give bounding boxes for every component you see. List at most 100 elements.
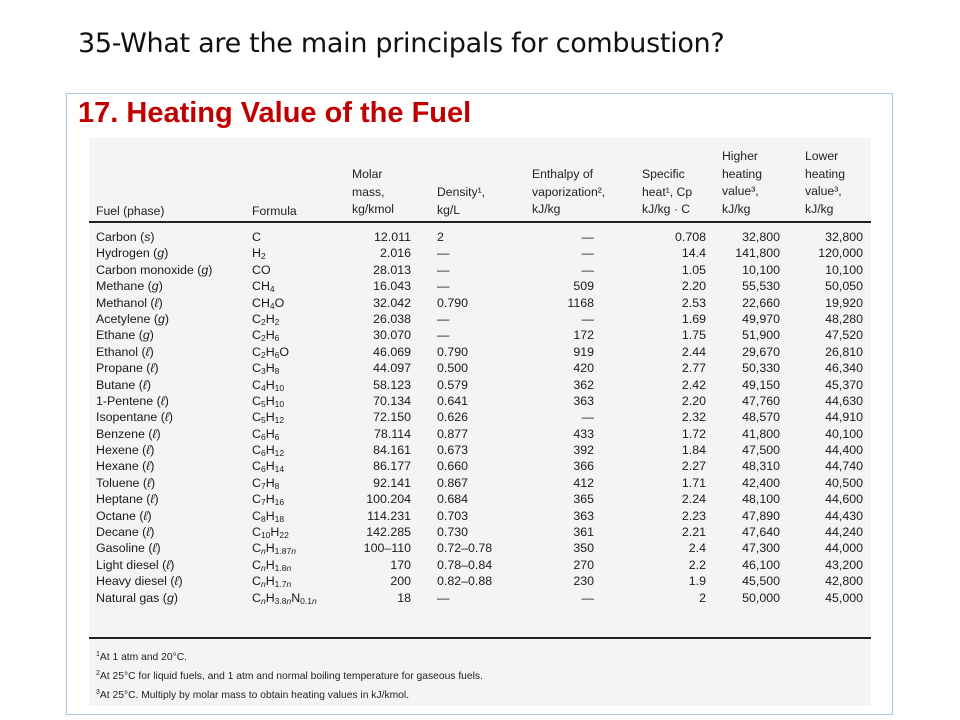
heating-value-table: Fuel (phase) Formula Molar mass, kg/kmol…: [89, 138, 871, 706]
cell-molar: 32.042: [373, 295, 411, 310]
cell-hhv: 51,900: [742, 328, 780, 343]
cell-molar: 84.161: [373, 443, 411, 458]
cell-lhv: 44,740: [825, 459, 863, 474]
table-row: Hydrogen (g) H2 2.016 — — 14.4 141,800 120,000: [89, 245, 871, 261]
cell-hhv: 47,500: [742, 443, 780, 458]
cell-formula: CH4: [252, 279, 275, 295]
cell-lhv: 40,500: [825, 475, 863, 490]
cell-fuel: Decane (ℓ): [96, 525, 155, 540]
cell-density: 0.730: [437, 525, 469, 540]
cell-hhv: 141,800: [735, 246, 780, 261]
cell-fuel: Heavy diesel (ℓ): [96, 574, 183, 589]
cell-fuel: Ethane (g): [96, 328, 154, 343]
cell-cp: 1.9: [688, 574, 706, 589]
cell-hhv: 45,500: [742, 574, 780, 589]
cell-molar: 46.069: [373, 344, 411, 359]
table-row: Propane (ℓ) C3H8 44.097 0.500 420 2.77 50,330 4…: [89, 360, 871, 376]
cell-formula: C10H22: [252, 525, 289, 541]
cell-formula: C2H6: [252, 328, 280, 344]
table-row: Ethanol (ℓ) C2H6O 46.069 0.790 919 2.44 29,670…: [89, 344, 871, 360]
cell-hhv: 41,800: [742, 426, 780, 441]
cell-lhv: 44,240: [825, 525, 863, 540]
cell-formula: CnH3.8nN0.1n: [252, 590, 317, 606]
cell-density: 0.579: [437, 377, 469, 392]
cell-hhv: 46,100: [742, 557, 780, 572]
cell-lhv: 26,810: [825, 344, 863, 359]
cell-cp: 2.32: [681, 410, 706, 425]
cell-formula: CH4O: [252, 295, 285, 311]
cell-density: —: [437, 590, 450, 605]
cell-fuel: Butane (ℓ): [96, 377, 151, 392]
cell-cp: 0.708: [674, 230, 706, 244]
cell-fuel: Natural gas (g): [96, 590, 178, 605]
cell-lhv: 44,400: [825, 443, 863, 458]
cell-density: 0.684: [437, 492, 469, 507]
cell-lhv: 10,100: [825, 262, 863, 277]
cell-lhv: 32,800: [825, 230, 863, 244]
cell-enthalpy: 412: [573, 475, 594, 490]
table-row: Octane (ℓ) C8H18 114.231 0.703 363 2.23 47,890…: [89, 508, 871, 524]
cell-hhv: 48,570: [742, 410, 780, 425]
cell-density: 0.867: [437, 475, 469, 490]
cell-hhv: 50,330: [742, 361, 780, 376]
cell-enthalpy: —: [581, 230, 594, 244]
table-row: Hexane (ℓ) C6H14 86.177 0.660 366 2.27 48,310 4…: [89, 458, 871, 474]
table-row: Carbon (s) C 12.011 2 — 0.708 32,800 32,800: [89, 229, 871, 245]
cell-fuel: Isopentane (ℓ): [96, 410, 174, 425]
cell-cp: 2.53: [681, 295, 706, 310]
cell-molar: 70.134: [373, 393, 411, 408]
cell-formula: C5H12: [252, 410, 285, 426]
cell-fuel: Benzene (ℓ): [96, 426, 161, 441]
cell-cp: 1.75: [681, 328, 706, 343]
footnote: 1At 1 atm and 20°C.: [96, 651, 188, 663]
cell-molar: 170: [390, 557, 411, 572]
cell-formula: C2H6O: [252, 344, 290, 360]
cell-enthalpy: 509: [573, 279, 594, 294]
cell-hhv: 49,970: [742, 311, 780, 326]
cell-density: 0.703: [437, 508, 469, 523]
table-row: Ethane (g) C2H6 30.070 — 172 1.75 51,900 47,520: [89, 327, 871, 343]
footnote: 2At 25°C for liquid fuels, and 1 atm and…: [96, 670, 483, 682]
cell-enthalpy: 350: [573, 541, 594, 556]
cell-fuel: Ethanol (ℓ): [96, 344, 154, 359]
cell-molar: 58.123: [373, 377, 411, 392]
cell-density: —: [437, 279, 450, 294]
header-formula: Formula: [252, 203, 297, 218]
table-row: Isopentane (ℓ) C5H12 72.150 0.626 — 2.32 48,57…: [89, 409, 871, 425]
cell-cp: 2.4: [688, 541, 706, 556]
cell-lhv: 40,100: [825, 426, 863, 441]
cell-cp: 2.27: [681, 459, 706, 474]
header-higher-heating-value: Higher heating value³, kJ/kg: [722, 149, 762, 216]
cell-molar: 92.141: [373, 475, 411, 490]
cell-enthalpy: —: [581, 410, 594, 425]
cell-molar: 100.204: [366, 492, 411, 507]
cell-lhv: 42,800: [825, 574, 863, 589]
cell-enthalpy: 365: [573, 492, 594, 507]
cell-cp: 1.72: [681, 426, 706, 441]
table-row: Toluene (ℓ) C7H8 92.141 0.867 412 1.71 42,400 4…: [89, 475, 871, 491]
cell-hhv: 55,530: [742, 279, 780, 294]
cell-cp: 14.4: [681, 246, 706, 261]
cell-hhv: 48,310: [742, 459, 780, 474]
cell-enthalpy: —: [581, 590, 594, 605]
cell-enthalpy: 1168: [567, 295, 594, 310]
cell-lhv: 47,520: [825, 328, 863, 343]
cell-formula: CO: [252, 262, 271, 277]
cell-formula: C3H8: [252, 361, 280, 377]
cell-fuel: Octane (ℓ): [96, 508, 152, 523]
cell-molar: 30.070: [373, 328, 411, 343]
cell-fuel: Hexene (ℓ): [96, 443, 155, 458]
cell-enthalpy: 433: [573, 426, 594, 441]
cell-density: —: [437, 311, 450, 326]
cell-density: 0.790: [437, 295, 469, 310]
cell-enthalpy: 362: [573, 377, 594, 392]
cell-cp: 2.21: [681, 525, 706, 540]
cell-cp: 2.2: [688, 557, 706, 572]
cell-enthalpy: 270: [573, 557, 594, 572]
cell-lhv: 48,280: [825, 311, 863, 326]
table-row: Acetylene (g) C2H2 26.038 — — 1.69 49,970 48,28…: [89, 311, 871, 327]
cell-hhv: 10,100: [742, 262, 780, 277]
cell-enthalpy: 392: [573, 443, 594, 458]
cell-enthalpy: 363: [573, 393, 594, 408]
cell-hhv: 47,890: [742, 508, 780, 523]
